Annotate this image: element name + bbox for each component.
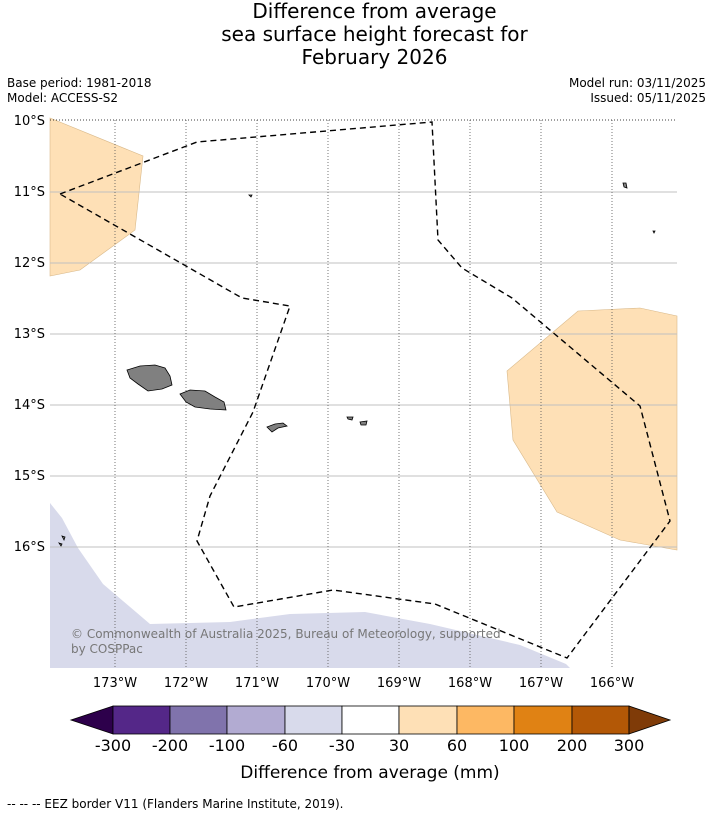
colorbar-title: Difference from average (mm) — [240, 763, 499, 783]
lat-label-14s: 14°S — [14, 398, 45, 413]
island-ofu-olosega — [346, 416, 354, 421]
longitude-gridlines — [114, 120, 613, 668]
map-panel: © Commonwealth of Australia 2025, Bureau… — [49, 117, 678, 668]
page-title: Difference from average sea surface heig… — [0, 0, 713, 69]
colorbar-tick-label: 300 — [614, 736, 645, 755]
lat-label-11s: 11°S — [14, 185, 45, 200]
lon-label-172w: 172°W — [164, 676, 208, 691]
lon-label-169w: 169°W — [377, 676, 421, 691]
islet-swains — [248, 194, 253, 198]
anomaly-positive-east — [506, 307, 678, 551]
lat-label-13s: 13°S — [14, 327, 45, 342]
island-tutuila — [266, 422, 288, 433]
lon-label-170w: 170°W — [306, 676, 350, 691]
colorbar: -300 -200 -100 -60 -30 30 60 100 200 300… — [69, 705, 672, 783]
colorbar-band-7 — [456, 705, 515, 735]
colorbar-tick-labels: -300 -200 -100 -60 -30 30 60 100 200 300 — [95, 736, 644, 755]
colorbar-band-2 — [169, 705, 228, 735]
meta-left: Base period: 1981-2018 Model: ACCESS-S2 — [7, 76, 152, 106]
islet-rose — [61, 535, 66, 542]
anomaly-negative-south — [50, 503, 570, 668]
colorbar-extend-high — [628, 705, 672, 735]
longitude-labels: 173°W 172°W 171°W 170°W 169°W 168°W 167°… — [93, 676, 634, 691]
colorbar-tick-label: 60 — [447, 736, 467, 755]
copyright-line-2: by COSPPac — [71, 642, 143, 656]
island-savaii — [126, 364, 173, 392]
colorbar-extend-low — [69, 705, 114, 735]
colorbar-tick-label: -100 — [209, 736, 245, 755]
islet-tokelau-a — [622, 182, 628, 189]
lon-label-168w: 168°W — [448, 676, 492, 691]
colorbar-band-9 — [571, 705, 630, 735]
title-line-3: February 2026 — [301, 45, 448, 69]
lat-label-12s: 12°S — [14, 256, 45, 271]
eez-legend-note: -- -- -- EEZ border V11 (Flanders Marine… — [7, 797, 344, 811]
islet-south-west — [58, 542, 63, 547]
colorbar-band-3 — [226, 705, 286, 735]
lon-label-166w: 166°W — [590, 676, 634, 691]
lon-label-167w: 167°W — [519, 676, 563, 691]
island-tau — [359, 420, 368, 426]
island-upolu — [179, 389, 227, 411]
model-text: Model: ACCESS-S2 — [7, 91, 119, 105]
lon-label-173w: 173°W — [93, 676, 137, 691]
islet-tokelau-b — [652, 230, 656, 234]
colorbar-tick-label: -200 — [152, 736, 188, 755]
title-line-1: Difference from average — [252, 0, 497, 23]
latitude-labels: 10°S 11°S 12°S 13°S 14°S 15°S 16°S — [14, 114, 45, 555]
meta-right: Model run: 03/11/2025 Issued: 05/11/2025 — [569, 76, 706, 106]
colorbar-tick-label: -300 — [95, 736, 131, 755]
colorbar-tick-label: 30 — [389, 736, 409, 755]
colorbar-tick-label: 200 — [557, 736, 588, 755]
colorbar-tick-label: -60 — [272, 736, 298, 755]
lat-label-10s: 10°S — [14, 114, 45, 129]
lat-label-15s: 15°S — [14, 469, 45, 484]
copyright-line-1: © Commonwealth of Australia 2025, Bureau… — [71, 627, 501, 641]
colorbar-band-4 — [284, 705, 343, 735]
anomaly-positive-northwest — [49, 117, 144, 277]
model-run-text: Model run: 03/11/2025 — [568, 76, 706, 90]
issued-text: Issued: 05/11/2025 — [590, 91, 706, 105]
lon-label-171w: 171°W — [235, 676, 279, 691]
lat-label-16s: 16°S — [14, 540, 45, 555]
base-period-text: Base period: 1981-2018 — [7, 76, 152, 90]
land — [58, 182, 656, 547]
colorbar-band-8 — [513, 705, 573, 735]
eez-border-tokelau — [58, 121, 671, 659]
eez-borders — [58, 121, 671, 659]
colorbar-band-5 — [341, 705, 400, 735]
title-line-2: sea surface height forecast for — [221, 22, 528, 46]
latitude-gridlines — [50, 191, 677, 548]
colorbar-band-6 — [398, 705, 458, 735]
colorbar-tick-label: -30 — [329, 736, 355, 755]
colorbar-tick-label: 100 — [499, 736, 530, 755]
colorbar-band-1 — [112, 705, 171, 735]
